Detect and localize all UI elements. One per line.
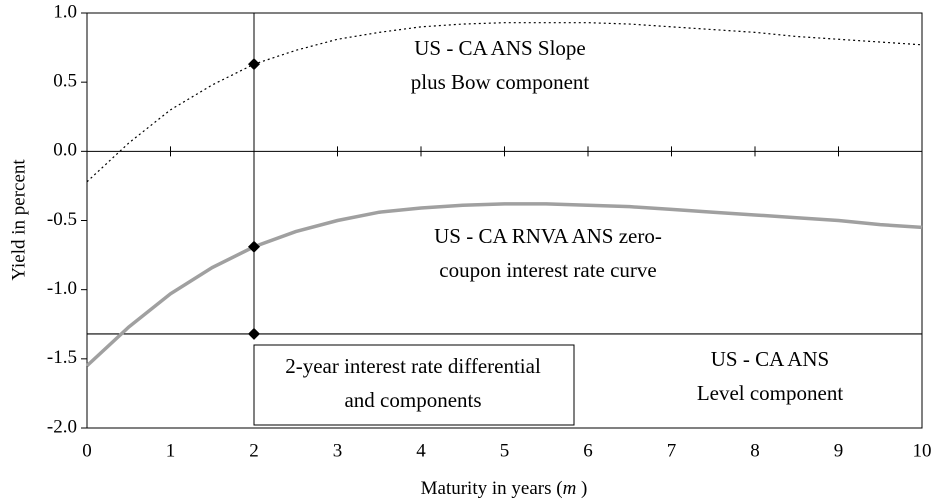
x-tick-label: 4: [416, 440, 426, 461]
y-tick-label: 0.0: [53, 140, 77, 161]
annotation: coupon interest rate curve: [439, 258, 657, 282]
x-label-part: Maturity in years (: [421, 478, 563, 499]
x-tick-label: 10: [913, 440, 932, 461]
x-tick-label: 6: [583, 440, 593, 461]
y-tick-label: 0.5: [53, 71, 77, 92]
y-axis-label: Yield in percent: [8, 159, 29, 281]
x-axis-label: Maturity in years (m ): [421, 478, 588, 499]
point-marker: [248, 327, 260, 340]
point-marker: [248, 58, 260, 71]
x-tick-label: 8: [750, 440, 760, 461]
annotation: US - CA RNVA ANS zero-: [434, 224, 662, 248]
x-tick-label: 9: [834, 440, 844, 461]
x-tick-label: 2: [249, 440, 259, 461]
x-tick-label: 1: [166, 440, 176, 461]
x-tick-label: 0: [82, 440, 92, 461]
x-tick-label: 5: [500, 440, 510, 461]
series-line: [86, 22, 923, 183]
annotation: plus Bow component: [411, 70, 590, 94]
x-label-part: ): [576, 478, 587, 499]
annotation: US - CA ANS Slope: [414, 36, 586, 60]
x-tick-label: 3: [333, 440, 343, 461]
y-tick-label: -0.5: [47, 209, 77, 230]
x-tick-label: 7: [667, 440, 677, 461]
annotation-box: [253, 344, 575, 426]
annotation: 2-year interest rate differential: [285, 354, 541, 378]
y-tick-label: -1.5: [47, 347, 77, 368]
annotation: Level component: [697, 381, 844, 405]
series-line: [85, 202, 923, 368]
x-label-part: m: [563, 478, 577, 499]
point-marker: [248, 240, 260, 253]
y-tick-label: 1.0: [53, 1, 77, 22]
annotation: US - CA ANS: [711, 347, 829, 371]
annotation: and components: [344, 388, 481, 412]
y-tick-label: -2.0: [47, 416, 77, 437]
y-tick-label: -1.0: [47, 278, 77, 299]
